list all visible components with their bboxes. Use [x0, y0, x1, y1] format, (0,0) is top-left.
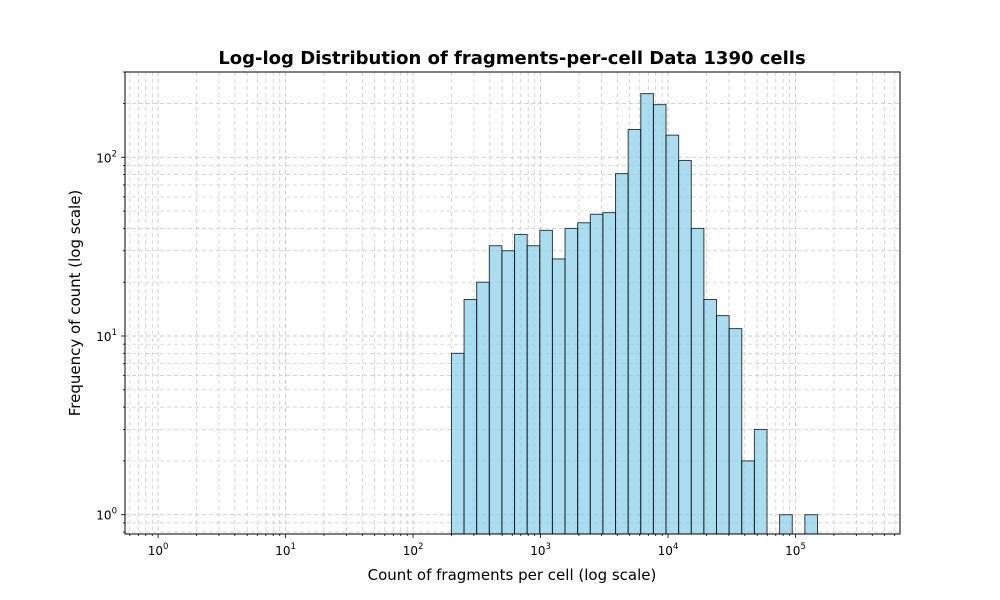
- histogram-bar: [589, 213, 604, 535]
- histogram-bar: [564, 227, 579, 535]
- histogram-bar: [640, 93, 654, 535]
- histogram-bar: [539, 229, 553, 535]
- y-tick-label: 101: [96, 328, 117, 344]
- x-axis-label: Count of fragments per cell (log scale): [368, 566, 657, 584]
- histogram-bars: [450, 93, 819, 535]
- histogram-bar: [627, 129, 642, 535]
- histogram-bar: [501, 250, 516, 535]
- x-tick-label: 103: [530, 542, 551, 558]
- histogram-bar: [690, 227, 705, 535]
- histogram-bar: [488, 245, 503, 535]
- axis-ticks: 100 101 102 103 104 105 100 101 102: [96, 71, 896, 558]
- histogram-bar: [678, 159, 692, 535]
- histogram-bar: [779, 514, 793, 535]
- histogram-bar: [476, 281, 490, 535]
- x-tick-label: 105: [785, 542, 806, 558]
- histogram-bar: [665, 134, 680, 535]
- histogram-bar: [652, 104, 667, 535]
- histogram-bar: [615, 173, 629, 535]
- y-axis-label: Frequency of count (log scale): [66, 190, 84, 417]
- x-tick-label: 102: [403, 542, 424, 558]
- histogram-bar: [728, 328, 743, 535]
- histogram-bar: [716, 315, 730, 535]
- histogram-bar: [450, 352, 465, 535]
- histogram-bar: [463, 299, 478, 535]
- histogram-bar: [577, 222, 591, 535]
- chart-title: Log-log Distribution of fragments-per-ce…: [218, 48, 805, 69]
- histogram-bar: [526, 245, 541, 535]
- y-tick-label: 102: [96, 149, 117, 165]
- x-tick-label: 104: [658, 542, 679, 558]
- histogram-bar: [602, 212, 617, 535]
- histogram-bar: [804, 514, 819, 535]
- histogram-bar: [514, 233, 528, 535]
- histogram-bar: [741, 460, 755, 535]
- histogram-bar: [551, 258, 566, 535]
- y-tick-label: 100: [96, 507, 117, 523]
- histogram-bar: [703, 299, 718, 535]
- x-tick-label: 100: [148, 542, 169, 558]
- histogram-bar: [753, 428, 768, 535]
- x-tick-label: 101: [275, 542, 296, 558]
